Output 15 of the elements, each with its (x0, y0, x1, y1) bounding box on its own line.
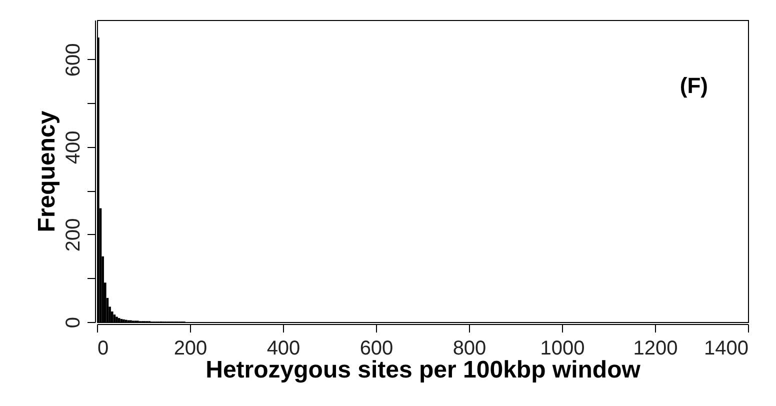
x-tick-label: 400 (266, 338, 300, 360)
x-tick-label: 200 (174, 338, 208, 360)
x-tick-label: 1000 (540, 338, 585, 360)
x-tick-label: 800 (452, 338, 486, 360)
x-tick-label: 0 (98, 338, 109, 360)
y-tick-label: 0 (62, 316, 84, 328)
y-tick-label: 200 (62, 218, 84, 252)
y-tick-label: 600 (62, 43, 84, 77)
y-tick-label: 400 (62, 130, 84, 164)
x-tick-label: 1400 (704, 338, 748, 360)
x-tick-label: 1200 (633, 338, 678, 360)
x-axis-title: Hetrozygous sites per 100kbp window (206, 356, 641, 384)
annotation: (F) (680, 73, 708, 98)
y-axis-title: Frequency (34, 110, 60, 232)
x-tick-label: 600 (360, 338, 394, 360)
